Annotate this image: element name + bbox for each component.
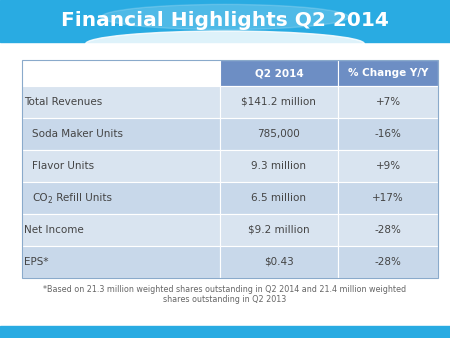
Bar xyxy=(338,150,438,182)
Bar xyxy=(220,214,338,246)
Bar xyxy=(220,60,338,86)
Bar xyxy=(220,150,338,182)
Bar xyxy=(22,60,220,86)
Text: +7%: +7% xyxy=(375,97,401,107)
Text: Refill Units: Refill Units xyxy=(53,193,112,203)
Text: +9%: +9% xyxy=(375,161,401,171)
Text: 6.5 million: 6.5 million xyxy=(252,193,306,203)
Bar xyxy=(22,246,220,278)
Bar xyxy=(22,150,220,182)
Text: *Based on 21.3 million weighted shares outstanding in Q2 2014 and 21.4 million w: *Based on 21.3 million weighted shares o… xyxy=(44,286,406,294)
Text: shares outstanding in Q2 2013: shares outstanding in Q2 2013 xyxy=(163,295,287,305)
Bar xyxy=(220,246,338,278)
Bar xyxy=(338,60,438,86)
Bar xyxy=(22,86,220,118)
Bar xyxy=(338,214,438,246)
Text: Net Income: Net Income xyxy=(24,225,84,235)
Text: $0.43: $0.43 xyxy=(264,257,294,267)
Text: -16%: -16% xyxy=(375,129,401,139)
Text: 9.3 million: 9.3 million xyxy=(252,161,306,171)
Text: +17%: +17% xyxy=(372,193,404,203)
Bar xyxy=(220,118,338,150)
Bar xyxy=(220,86,338,118)
Bar xyxy=(22,118,220,150)
Text: 2: 2 xyxy=(48,196,53,205)
Bar xyxy=(0,326,450,338)
Text: -28%: -28% xyxy=(375,257,401,267)
Bar xyxy=(338,86,438,118)
Text: -28%: -28% xyxy=(375,225,401,235)
Text: Total Revenues: Total Revenues xyxy=(24,97,102,107)
Bar xyxy=(22,182,220,214)
Text: Q2 2014: Q2 2014 xyxy=(255,68,303,78)
Ellipse shape xyxy=(86,31,365,57)
Bar xyxy=(338,246,438,278)
Text: Financial Highlights Q2 2014: Financial Highlights Q2 2014 xyxy=(61,11,389,30)
Bar xyxy=(22,60,438,278)
Text: $141.2 million: $141.2 million xyxy=(242,97,316,107)
Ellipse shape xyxy=(101,4,349,30)
Text: 785,000: 785,000 xyxy=(257,129,300,139)
Text: CO: CO xyxy=(32,193,48,203)
Text: $9.2 million: $9.2 million xyxy=(248,225,310,235)
Text: Soda Maker Units: Soda Maker Units xyxy=(32,129,123,139)
Text: Flavor Units: Flavor Units xyxy=(32,161,94,171)
Bar xyxy=(0,0,450,42)
Bar xyxy=(220,182,338,214)
Bar xyxy=(338,118,438,150)
Text: % Change Y/Y: % Change Y/Y xyxy=(348,68,428,78)
Text: EPS*: EPS* xyxy=(24,257,49,267)
Bar xyxy=(338,182,438,214)
Bar xyxy=(22,214,220,246)
